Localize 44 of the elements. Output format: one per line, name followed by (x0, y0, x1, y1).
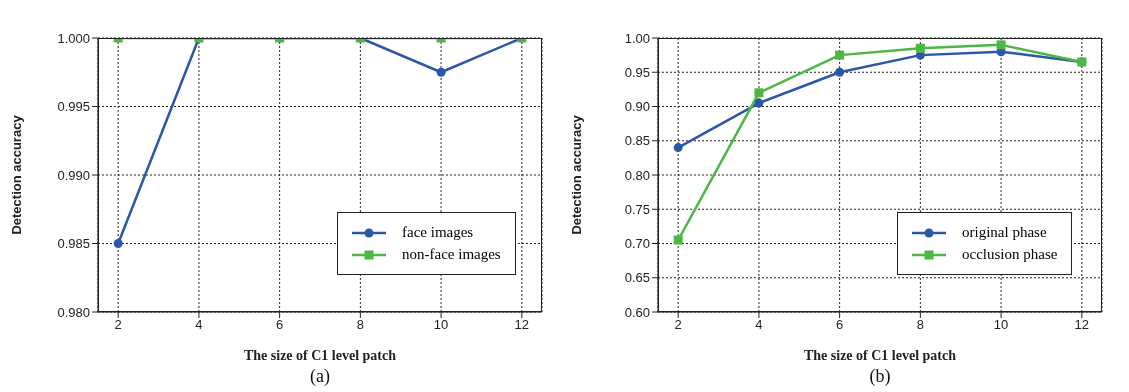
text: (a) (309, 366, 331, 387)
y-tick-label: 0.985 (57, 236, 90, 252)
x-tick-label: 10 (433, 317, 449, 333)
x-tick-label: 2 (114, 317, 122, 333)
x-axis-title: The size of C1 level patch (243, 348, 397, 363)
y-tick-label: 0.75 (624, 201, 650, 217)
y-tick-label: 0.80 (624, 167, 650, 183)
y-tick-label: 0.90 (624, 99, 650, 115)
legend-label: original phase (962, 224, 1047, 241)
y-tick-label: 0.95 (624, 64, 650, 80)
point (754, 98, 764, 108)
point (835, 50, 845, 60)
x-tick-label: 2 (674, 317, 682, 333)
y-axis-title: Detection accuracy (8, 114, 24, 235)
point (673, 235, 683, 245)
point (754, 88, 764, 98)
y-tick-label: 0.70 (624, 236, 650, 252)
y-tick-label: 0.65 (624, 270, 650, 286)
y-tick-label: 0.990 (57, 167, 90, 183)
x-tick-label: 8 (916, 317, 924, 333)
y-tick-label: 0.980 (57, 304, 90, 320)
x-tick-label: 8 (356, 317, 364, 333)
y-axis-title: Detection accuracy (568, 114, 584, 235)
text: (b) (868, 366, 892, 387)
x-tick-label: 6 (836, 317, 844, 333)
x-tick-label: 4 (755, 317, 763, 333)
x-tick-label: 12 (1074, 317, 1090, 333)
point (996, 40, 1006, 50)
x-tick-label: 6 (276, 317, 284, 333)
x-axis-title: The size of C1 level patch (803, 348, 957, 363)
y-tick-label: 1.000 (57, 30, 90, 46)
x-tick-label: 10 (993, 317, 1009, 333)
y-tick-label: 0.995 (57, 99, 90, 115)
legend-label: face images (402, 224, 474, 241)
y-tick-label: 0.85 (624, 133, 650, 149)
point (673, 143, 683, 153)
y-tick-label: 0.60 (624, 304, 650, 320)
x-tick-label: 4 (195, 317, 203, 333)
point (835, 67, 845, 77)
point (915, 43, 925, 53)
x-tick-label: 12 (514, 317, 530, 333)
legend-label: occlusion phase (962, 246, 1058, 263)
legend-label: non-face images (402, 246, 501, 263)
y-tick-label: 1.00 (624, 30, 650, 46)
